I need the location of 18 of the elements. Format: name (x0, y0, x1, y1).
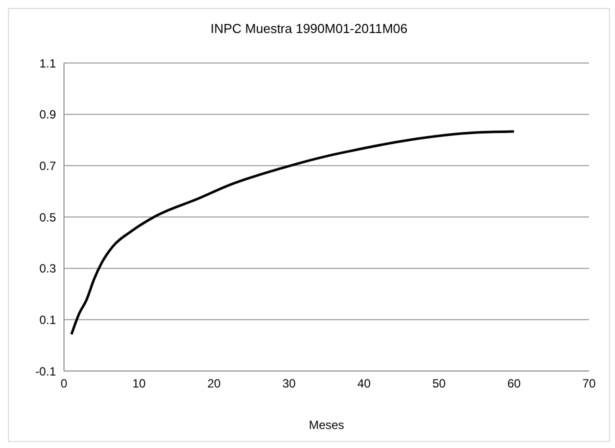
x-axis-title: Meses (308, 418, 344, 432)
chart-title: INPC Muestra 1990M01-2011M06 (209, 21, 409, 36)
y-tick-label: 0.3 (39, 262, 56, 276)
x-tick-label: 30 (282, 376, 296, 391)
y-tick-label: -0.1 (35, 364, 56, 378)
x-tick-label: 60 (507, 376, 521, 391)
y-tick-label: 0.9 (39, 108, 56, 122)
y-tick-label: 0.5 (39, 210, 56, 224)
y-tick-label: 1.1 (39, 56, 56, 70)
line-series (70, 130, 516, 336)
x-tick-label: 0 (60, 376, 68, 391)
x-tick-label: 70 (582, 376, 596, 391)
x-tick-label: 50 (432, 376, 446, 391)
y-tick-label: 0.1 (39, 312, 56, 327)
x-tick-label: 40 (357, 376, 371, 391)
y-tick-label: 0.7 (39, 158, 56, 173)
x-tick-label: 10 (132, 376, 146, 391)
x-tick-label: 20 (207, 376, 221, 391)
